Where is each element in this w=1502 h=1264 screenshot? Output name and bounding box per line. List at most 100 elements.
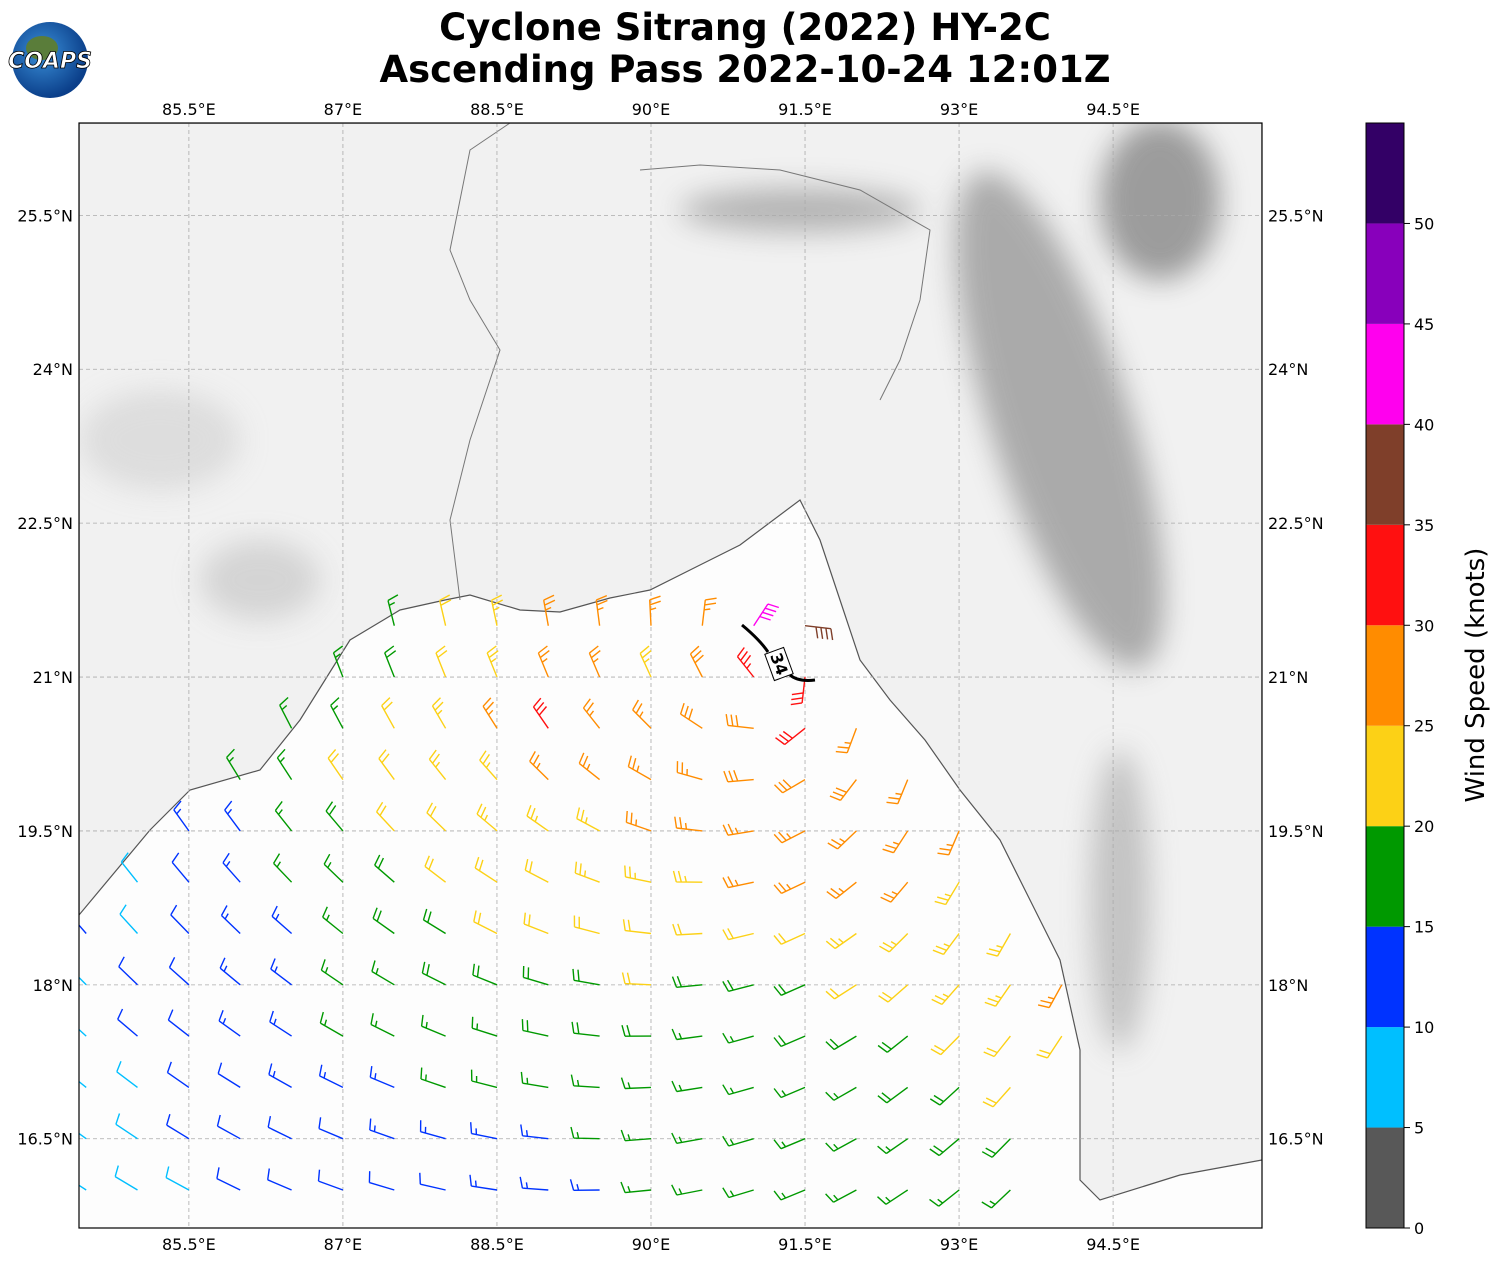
- wind-barb: [877, 1035, 909, 1053]
- wind-barb: [576, 807, 600, 832]
- wind-barb: [1037, 984, 1063, 1009]
- wind-barb: [165, 1166, 190, 1191]
- wind-barb: [217, 1062, 241, 1088]
- wind-barb: [877, 1189, 909, 1205]
- wind-barb: [332, 645, 344, 678]
- wind-barb: [621, 972, 652, 986]
- wind-barb: [676, 761, 703, 781]
- lat-label-right: 22.5°N: [1268, 514, 1324, 533]
- wind-barb: [825, 984, 857, 1000]
- map-background: [79, 123, 1262, 1228]
- colorbar-label: Wind Speed (knots): [1461, 548, 1491, 803]
- wind-barb: [983, 1035, 1011, 1058]
- wind-barb: [804, 625, 834, 641]
- wind-barb: [118, 956, 138, 986]
- wind-barb: [330, 697, 344, 729]
- wind-barb: [572, 968, 600, 986]
- wind-barb: [166, 1114, 190, 1140]
- wind-barb: [878, 984, 909, 1003]
- lat-label-left: 18°N: [33, 976, 73, 995]
- lat-label-left: 16.5°N: [17, 1130, 73, 1149]
- wind-barb: [317, 1169, 344, 1191]
- wind-barb: [469, 1174, 498, 1191]
- wind-barb: [672, 923, 703, 936]
- title-line-1: Cyclone Sitrang (2022) HY-2C: [439, 6, 1051, 49]
- wind-barb: [671, 1184, 703, 1196]
- wind-barb: [279, 696, 293, 729]
- wind-barb: [435, 645, 448, 678]
- wind-barb: [524, 858, 549, 883]
- lat-label-left: 19.5°N: [17, 822, 73, 841]
- terrain: [80, 123, 1220, 1050]
- colorbar: 0 5 10 15 20 25 30 35 40 45 50: [1365, 122, 1434, 1238]
- wind-barb: [114, 1165, 138, 1191]
- lon-label-top: 94.5°E: [1086, 100, 1140, 119]
- lon-label-bottom: 94.5°E: [1086, 1235, 1140, 1254]
- wind-barb: [932, 933, 960, 956]
- wind-barb: [829, 779, 857, 801]
- wind-barb: [753, 603, 780, 627]
- wind-barb: [482, 697, 498, 729]
- lat-label-right: 25.5°N: [1268, 206, 1324, 225]
- wind-barb: [543, 594, 556, 626]
- wind-barb: [420, 1067, 446, 1089]
- logo-land: [26, 36, 58, 60]
- wind-barb: [428, 749, 447, 781]
- wind-barb: [825, 1086, 857, 1101]
- wind-barb: [170, 904, 190, 934]
- wind-barb: [931, 984, 960, 1006]
- wind-barb: [173, 800, 190, 832]
- lat-label-right: 19.5°N: [1268, 822, 1324, 841]
- colorbar-bin: [1366, 1027, 1404, 1128]
- wind-barb: [773, 932, 806, 945]
- wind-barb: [570, 1126, 600, 1140]
- wind-barb: [930, 1035, 960, 1056]
- wind-barb: [625, 810, 652, 832]
- wind-barb: [369, 1118, 395, 1140]
- wind-barb: [168, 956, 190, 986]
- colorbar-bin: [1366, 424, 1404, 525]
- wind-barb: [520, 1124, 549, 1140]
- wind-barb: [424, 855, 447, 883]
- borders: [449, 123, 931, 601]
- wind-barb: [474, 856, 498, 883]
- colorbar-tick-label: 0: [1414, 1219, 1424, 1238]
- wind-barb: [981, 1138, 1011, 1158]
- wind-barb: [319, 1011, 344, 1037]
- wind-barb: [419, 1172, 446, 1191]
- lon-label-top: 85.5°E: [162, 100, 216, 119]
- wind-barb: [476, 803, 498, 832]
- title-line-2: Ascending Pass 2022-10-24 12:01Z: [379, 48, 1110, 91]
- wind-barb: [320, 959, 344, 986]
- wind-barb: [774, 778, 806, 794]
- wind-barb: [825, 1138, 857, 1152]
- wind-barb: [472, 963, 498, 986]
- logo: COAPS: [8, 22, 92, 98]
- colorbar-bin: [1366, 926, 1404, 1028]
- wind-barb: [521, 1019, 549, 1037]
- wind-barb: [671, 1080, 703, 1093]
- wind-barb: [116, 1060, 138, 1088]
- wind-barb: [529, 751, 549, 781]
- wind-barb: [526, 805, 549, 832]
- wind-barb: [473, 910, 498, 935]
- map-frame: [78, 122, 1263, 1229]
- wind-barb: [372, 907, 395, 935]
- wind-barb: [318, 1064, 344, 1089]
- colorbar-bin: [1366, 625, 1404, 726]
- wind-barb: [882, 830, 909, 854]
- wind-barb: [267, 1115, 292, 1140]
- wind-barb: [877, 1086, 909, 1104]
- wind-barb: [671, 1028, 703, 1041]
- contour-label-box: [764, 646, 794, 682]
- wind-barb: [1036, 1035, 1063, 1059]
- wind-barb: [384, 645, 397, 678]
- wind-barb: [222, 852, 241, 883]
- wind-barb: [582, 698, 601, 729]
- lat-label-right: 18°N: [1268, 976, 1308, 995]
- wind-barb: [722, 1187, 754, 1199]
- lat-label-right: 24°N: [1268, 360, 1308, 379]
- wind-barb: [622, 919, 652, 935]
- wind-barb: [671, 1132, 703, 1144]
- wind-barb: [722, 928, 754, 941]
